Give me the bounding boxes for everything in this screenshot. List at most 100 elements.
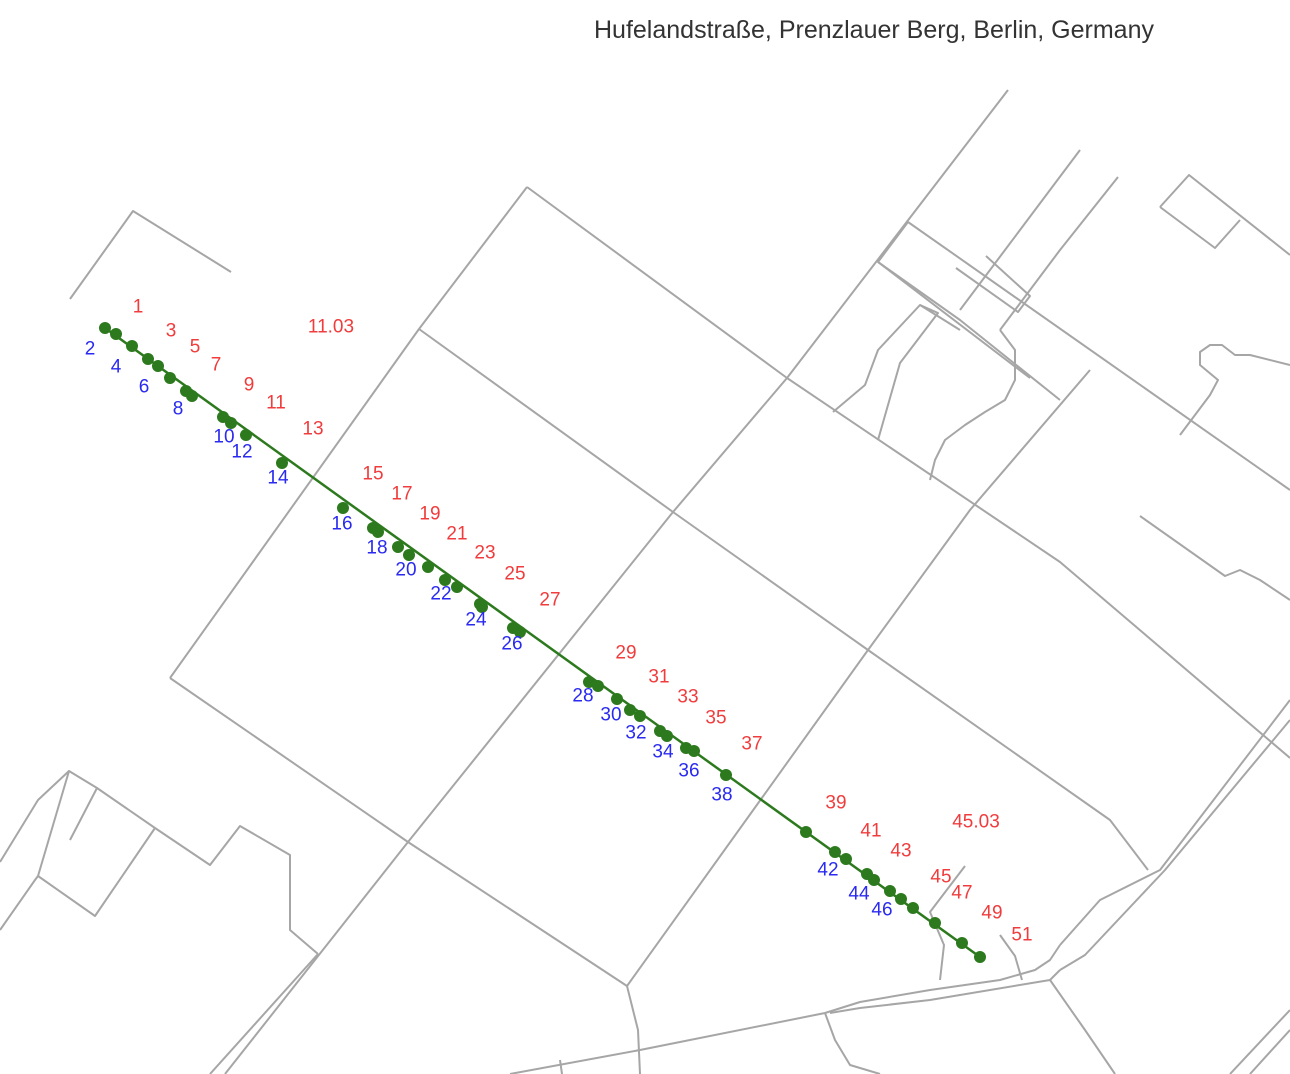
odd-house-number-label: 7 — [211, 355, 222, 376]
address-point — [592, 680, 604, 692]
road — [509, 944, 1061, 1074]
odd-house-number-label: 37 — [741, 734, 762, 755]
address-point — [142, 353, 154, 365]
road — [169, 677, 628, 987]
odd-house-number-label: 29 — [615, 643, 636, 664]
odd-house-number-label: 3 — [166, 321, 177, 342]
address-point — [372, 526, 384, 538]
even-house-number-label: 18 — [366, 538, 387, 559]
address-point — [276, 457, 288, 469]
odd-house-number-label: 45 — [930, 867, 951, 888]
road — [999, 934, 1023, 981]
even-house-number-label: 46 — [871, 900, 892, 921]
odd-house-number-label: 35 — [705, 708, 726, 729]
odd-house-number-label: 19 — [419, 504, 440, 525]
odd-house-number-label: 49 — [981, 903, 1002, 924]
odd-house-number-label: 21 — [446, 524, 467, 545]
odd-house-number-label: 9 — [244, 375, 255, 396]
odd-house-number-label: 39 — [825, 793, 846, 814]
address-point — [99, 322, 111, 334]
road — [829, 969, 1061, 1014]
road — [919, 304, 961, 331]
odd-house-number-label: 47 — [951, 883, 972, 904]
address-point — [439, 574, 451, 586]
address-point — [624, 704, 636, 716]
odd-house-number-label: 41 — [860, 821, 881, 842]
address-point — [956, 937, 968, 949]
odd-house-number-label: 25 — [504, 564, 525, 585]
odd-house-number-label: 33 — [677, 687, 698, 708]
even-house-number-label: 44 — [848, 884, 870, 905]
road — [907, 221, 1290, 491]
odd-house-number-label: 5 — [190, 337, 201, 358]
even-house-number-label: 28 — [572, 686, 593, 707]
even-house-number-label: 4 — [111, 357, 122, 378]
even-house-number-label: 22 — [430, 584, 451, 605]
address-point — [661, 730, 673, 742]
even-house-number-label: 16 — [331, 514, 352, 535]
odd-house-number-label: 43 — [890, 841, 911, 862]
road — [1059, 719, 1290, 971]
odd-house-number-label: 11.03 — [308, 317, 354, 338]
even-house-number-label: 20 — [395, 560, 416, 581]
road — [559, 1059, 563, 1074]
even-house-number-label: 26 — [501, 634, 522, 655]
road — [1139, 515, 1290, 601]
even-house-number-label: 8 — [173, 399, 184, 420]
odd-house-number-label: 13 — [302, 419, 323, 440]
road — [1179, 344, 1290, 436]
road — [626, 985, 641, 1074]
address-point — [514, 626, 526, 638]
address-point — [688, 745, 700, 757]
odd-house-number-label: 11 — [266, 393, 286, 414]
road — [1229, 1009, 1290, 1074]
even-house-number-label: 12 — [231, 442, 252, 463]
even-house-number-label: 36 — [678, 761, 699, 782]
even-house-number-label: 32 — [625, 723, 646, 744]
even-house-number-label: 24 — [465, 610, 487, 631]
road — [0, 770, 319, 955]
address-point — [164, 372, 176, 384]
even-house-number-label: 30 — [600, 705, 621, 726]
road — [929, 329, 1016, 481]
road — [959, 149, 1081, 311]
address-point — [829, 846, 841, 858]
odd-house-number-label: 1 — [133, 297, 144, 318]
address-point — [583, 676, 595, 688]
road — [209, 953, 319, 1074]
odd-house-number-label: 23 — [474, 543, 495, 564]
odd-house-number-label: 45.03 — [952, 812, 1000, 833]
odd-house-number-label: 17 — [391, 484, 412, 505]
address-point — [337, 502, 349, 514]
address-point — [152, 360, 164, 372]
even-house-number-label: 14 — [267, 468, 289, 489]
road — [69, 787, 98, 841]
address-point — [884, 885, 896, 897]
road — [526, 186, 1290, 759]
even-house-number-label: 2 — [85, 339, 96, 360]
road — [824, 1012, 881, 1074]
address-point — [611, 693, 623, 705]
road — [0, 770, 70, 863]
address-point — [974, 951, 986, 963]
address-point — [225, 417, 237, 429]
road — [955, 255, 1031, 313]
address-point — [895, 893, 907, 905]
house-number-labels: 135791111.031315171921232527293133353739… — [85, 297, 1033, 946]
road — [1159, 174, 1290, 256]
road — [418, 328, 1149, 871]
map-title: Hufelandstraße, Prenzlauer Berg, Berlin,… — [594, 16, 1154, 44]
even-house-number-label: 10 — [213, 427, 234, 448]
odd-house-number-label: 27 — [539, 590, 560, 611]
road — [37, 827, 156, 917]
address-point — [422, 561, 434, 573]
even-house-number-label: 42 — [817, 860, 838, 881]
road — [224, 89, 1009, 1074]
address-point — [392, 541, 404, 553]
road — [1049, 979, 1116, 1074]
even-house-number-label: 34 — [652, 742, 674, 763]
road — [1059, 699, 1290, 946]
address-point — [800, 826, 812, 838]
road — [1159, 206, 1241, 249]
